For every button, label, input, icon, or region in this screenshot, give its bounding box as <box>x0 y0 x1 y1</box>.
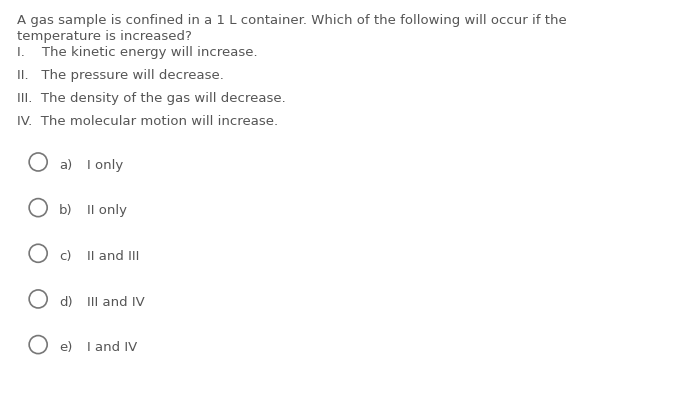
Text: d): d) <box>59 296 73 309</box>
Text: II only: II only <box>87 204 127 218</box>
Text: I only: I only <box>87 159 123 172</box>
Text: III and IV: III and IV <box>87 296 144 309</box>
Text: I and IV: I and IV <box>87 341 137 355</box>
Text: A gas sample is confined in a 1 L container. Which of the following will occur i: A gas sample is confined in a 1 L contai… <box>17 14 567 27</box>
Text: b): b) <box>59 204 73 218</box>
Text: e): e) <box>59 341 72 355</box>
Text: a): a) <box>59 159 72 172</box>
Text: I.    The kinetic energy will increase.: I. The kinetic energy will increase. <box>17 46 258 59</box>
Text: II.   The pressure will decrease.: II. The pressure will decrease. <box>17 69 224 82</box>
Text: IV.  The molecular motion will increase.: IV. The molecular motion will increase. <box>17 115 278 128</box>
Text: III.  The density of the gas will decrease.: III. The density of the gas will decreas… <box>17 92 286 105</box>
Text: II and III: II and III <box>87 250 139 263</box>
Text: c): c) <box>59 250 71 263</box>
Text: temperature is increased?: temperature is increased? <box>17 30 192 43</box>
